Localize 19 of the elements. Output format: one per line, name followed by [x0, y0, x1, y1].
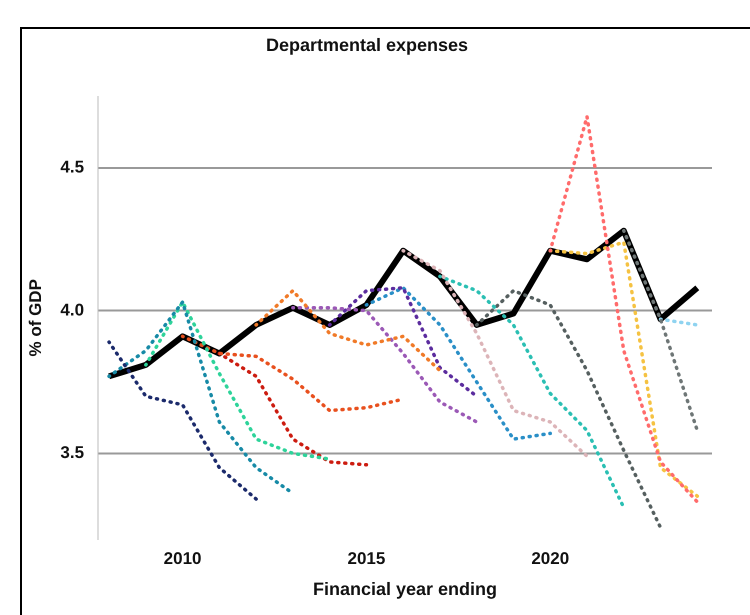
- line-series: [548, 240, 700, 498]
- line-series: [548, 114, 700, 504]
- x-tick-label: 2020: [531, 548, 570, 568]
- x-tick-label: 2010: [164, 548, 202, 568]
- line-series: [328, 286, 478, 398]
- x-tick-label: 2015: [348, 548, 386, 568]
- x-axis-title: Financial year ending: [312, 579, 498, 600]
- line-series: [254, 288, 442, 372]
- line-series: [107, 340, 258, 501]
- line-series: [474, 288, 662, 530]
- y-tick-label: 3.5: [60, 443, 84, 462]
- line-series: [291, 306, 478, 424]
- y-tick-label: 4.5: [60, 158, 84, 177]
- chart-title: Departmental expenses: [266, 34, 468, 55]
- line-series: [401, 248, 589, 458]
- line-series: [364, 286, 552, 441]
- y-tick-label: 4.0: [60, 300, 84, 320]
- line-series: [218, 352, 368, 467]
- y-axis-title: % of GDP: [26, 279, 45, 357]
